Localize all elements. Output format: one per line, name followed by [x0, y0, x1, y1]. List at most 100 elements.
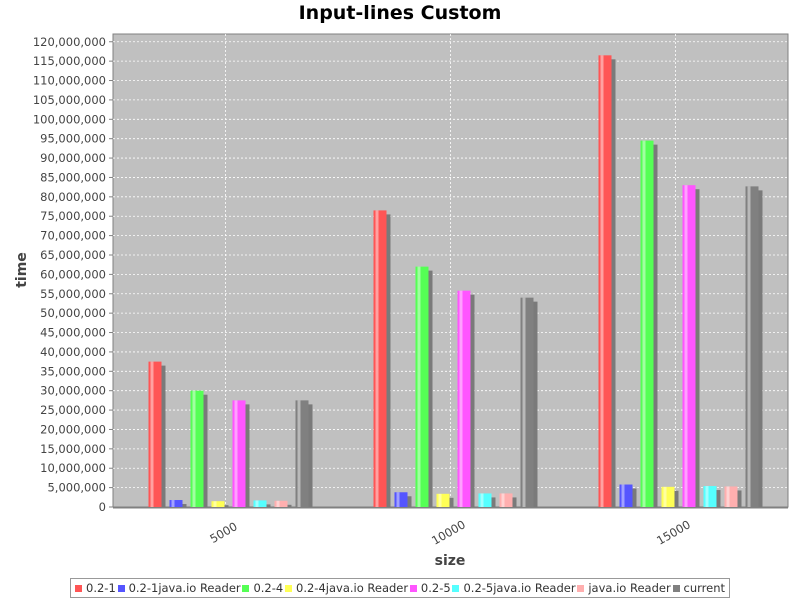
bar	[148, 361, 162, 507]
y-tick-label: 45,000,000	[40, 326, 106, 340]
bar-highlight	[705, 486, 709, 507]
y-tick-label: 85,000,000	[40, 170, 106, 184]
bar-highlight	[417, 266, 421, 507]
bar	[619, 484, 633, 507]
bar-java-io-reader-15000	[724, 486, 742, 507]
bar-highlight	[600, 55, 604, 508]
bar-current-10000	[520, 297, 538, 507]
legend-swatch	[452, 584, 460, 592]
bar-highlight	[501, 493, 505, 507]
bar	[394, 492, 408, 507]
y-axis-ticks: 0 5,000,000 10,000,000 15,000,000 20,000,000…	[33, 35, 113, 514]
legend-item: 0.2-1	[75, 581, 116, 595]
y-tick-label: 5,000,000	[47, 481, 106, 495]
bar-highlight	[255, 500, 259, 507]
legend-item: java.io Reader	[577, 581, 671, 595]
bar-0-2-4-15000	[640, 140, 658, 508]
bar-0-2-5-15000	[682, 185, 700, 507]
bar	[520, 297, 534, 507]
y-tick-label: 50,000,000	[40, 306, 106, 320]
y-tick-label: 60,000,000	[40, 267, 106, 281]
y-tick-label: 15,000,000	[40, 442, 106, 456]
legend-label: 0.2-4	[253, 581, 284, 595]
legend-item: 0.2-5	[409, 581, 451, 595]
y-tick-label: 55,000,000	[40, 287, 106, 301]
bar	[415, 266, 429, 507]
legend-label: 0.2-4java.io Reader	[296, 581, 409, 595]
legend-swatch	[285, 584, 293, 592]
y-tick-label: 0	[99, 500, 106, 514]
bar-highlight	[276, 500, 280, 507]
bar	[661, 486, 675, 507]
y-tick-label: 20,000,000	[40, 422, 106, 436]
legend-swatch	[117, 584, 125, 592]
bars	[148, 55, 763, 508]
bar-0-2-5java-io-reader-15000	[703, 486, 721, 507]
bar-highlight	[663, 486, 667, 507]
bar-java-io-reader-10000	[499, 493, 517, 507]
bar	[211, 501, 225, 507]
y-tick-label: 105,000,000	[33, 93, 106, 107]
bar-0-2-1java-io-reader-10000	[394, 492, 412, 507]
bar-0-2-5-5000	[232, 400, 250, 507]
y-tick-label: 80,000,000	[40, 190, 106, 204]
x-axis-ticks: 5000 10000 15000	[207, 517, 693, 547]
y-tick-label: 75,000,000	[40, 209, 106, 223]
bar	[640, 140, 654, 508]
bar-highlight	[726, 486, 730, 507]
legend-item: 0.2-5java.io Reader	[452, 581, 576, 595]
bar	[253, 500, 267, 507]
x-tick-label: 15000	[654, 517, 693, 547]
bar-0-2-5-10000	[457, 290, 475, 507]
bar	[373, 210, 387, 507]
bar-highlight	[480, 493, 484, 507]
legend-swatch	[409, 584, 417, 592]
bar	[745, 186, 759, 507]
legend-swatch	[242, 584, 250, 592]
legend-swatch	[75, 584, 82, 592]
bar-0-2-4-5000	[190, 390, 208, 507]
legend-item: current	[672, 581, 726, 595]
x-axis-label: size	[435, 553, 466, 569]
legend-label: 0.2-5	[420, 581, 451, 595]
chart-canvas: 0 5,000,000 10,000,000 15,000,000 20,000,000…	[14, 33, 789, 569]
bar-0-2-1java-io-reader-15000	[619, 484, 637, 507]
y-tick-label: 35,000,000	[40, 364, 106, 378]
bar-0-2-4java-io-reader-5000	[211, 501, 229, 507]
y-axis-label: time	[14, 252, 30, 288]
bar-highlight	[684, 185, 688, 507]
y-tick-label: 95,000,000	[40, 132, 106, 146]
y-tick-label: 120,000,000	[33, 35, 106, 49]
y-tick-label: 40,000,000	[40, 345, 106, 359]
bar-highlight	[438, 493, 442, 507]
legend-item: 0.2-1java.io Reader	[117, 581, 241, 595]
y-tick-label: 70,000,000	[40, 229, 106, 243]
bar-highlight	[297, 400, 301, 507]
y-tick-label: 25,000,000	[40, 403, 106, 417]
bar-current-15000	[745, 186, 763, 507]
bar-highlight	[171, 500, 175, 507]
legend-label: current	[683, 581, 726, 595]
bar	[274, 500, 288, 507]
bar-0-2-1java-io-reader-5000	[169, 500, 187, 507]
bar-0-2-1-10000	[373, 210, 391, 507]
legend-label: 0.2-5java.io Reader	[463, 581, 576, 595]
y-tick-label: 110,000,000	[33, 74, 106, 88]
x-tick-label: 5000	[207, 519, 239, 546]
x-tick-label: 10000	[429, 517, 468, 547]
legend-label: 0.2-1	[86, 581, 116, 595]
bar	[436, 493, 450, 507]
bar-0-2-5java-io-reader-10000	[478, 493, 496, 507]
legend-item: 0.2-4	[242, 581, 283, 595]
bar-0-2-5java-io-reader-5000	[253, 500, 271, 507]
legend-swatch	[672, 584, 680, 592]
bar	[295, 400, 309, 507]
legend-swatch	[577, 584, 585, 592]
y-tick-label: 115,000,000	[33, 54, 106, 68]
bar-highlight	[459, 290, 463, 507]
bar-highlight	[213, 501, 217, 507]
y-tick-label: 30,000,000	[40, 384, 106, 398]
bar	[190, 390, 204, 507]
y-tick-label: 100,000,000	[33, 112, 106, 126]
bar	[499, 493, 513, 507]
